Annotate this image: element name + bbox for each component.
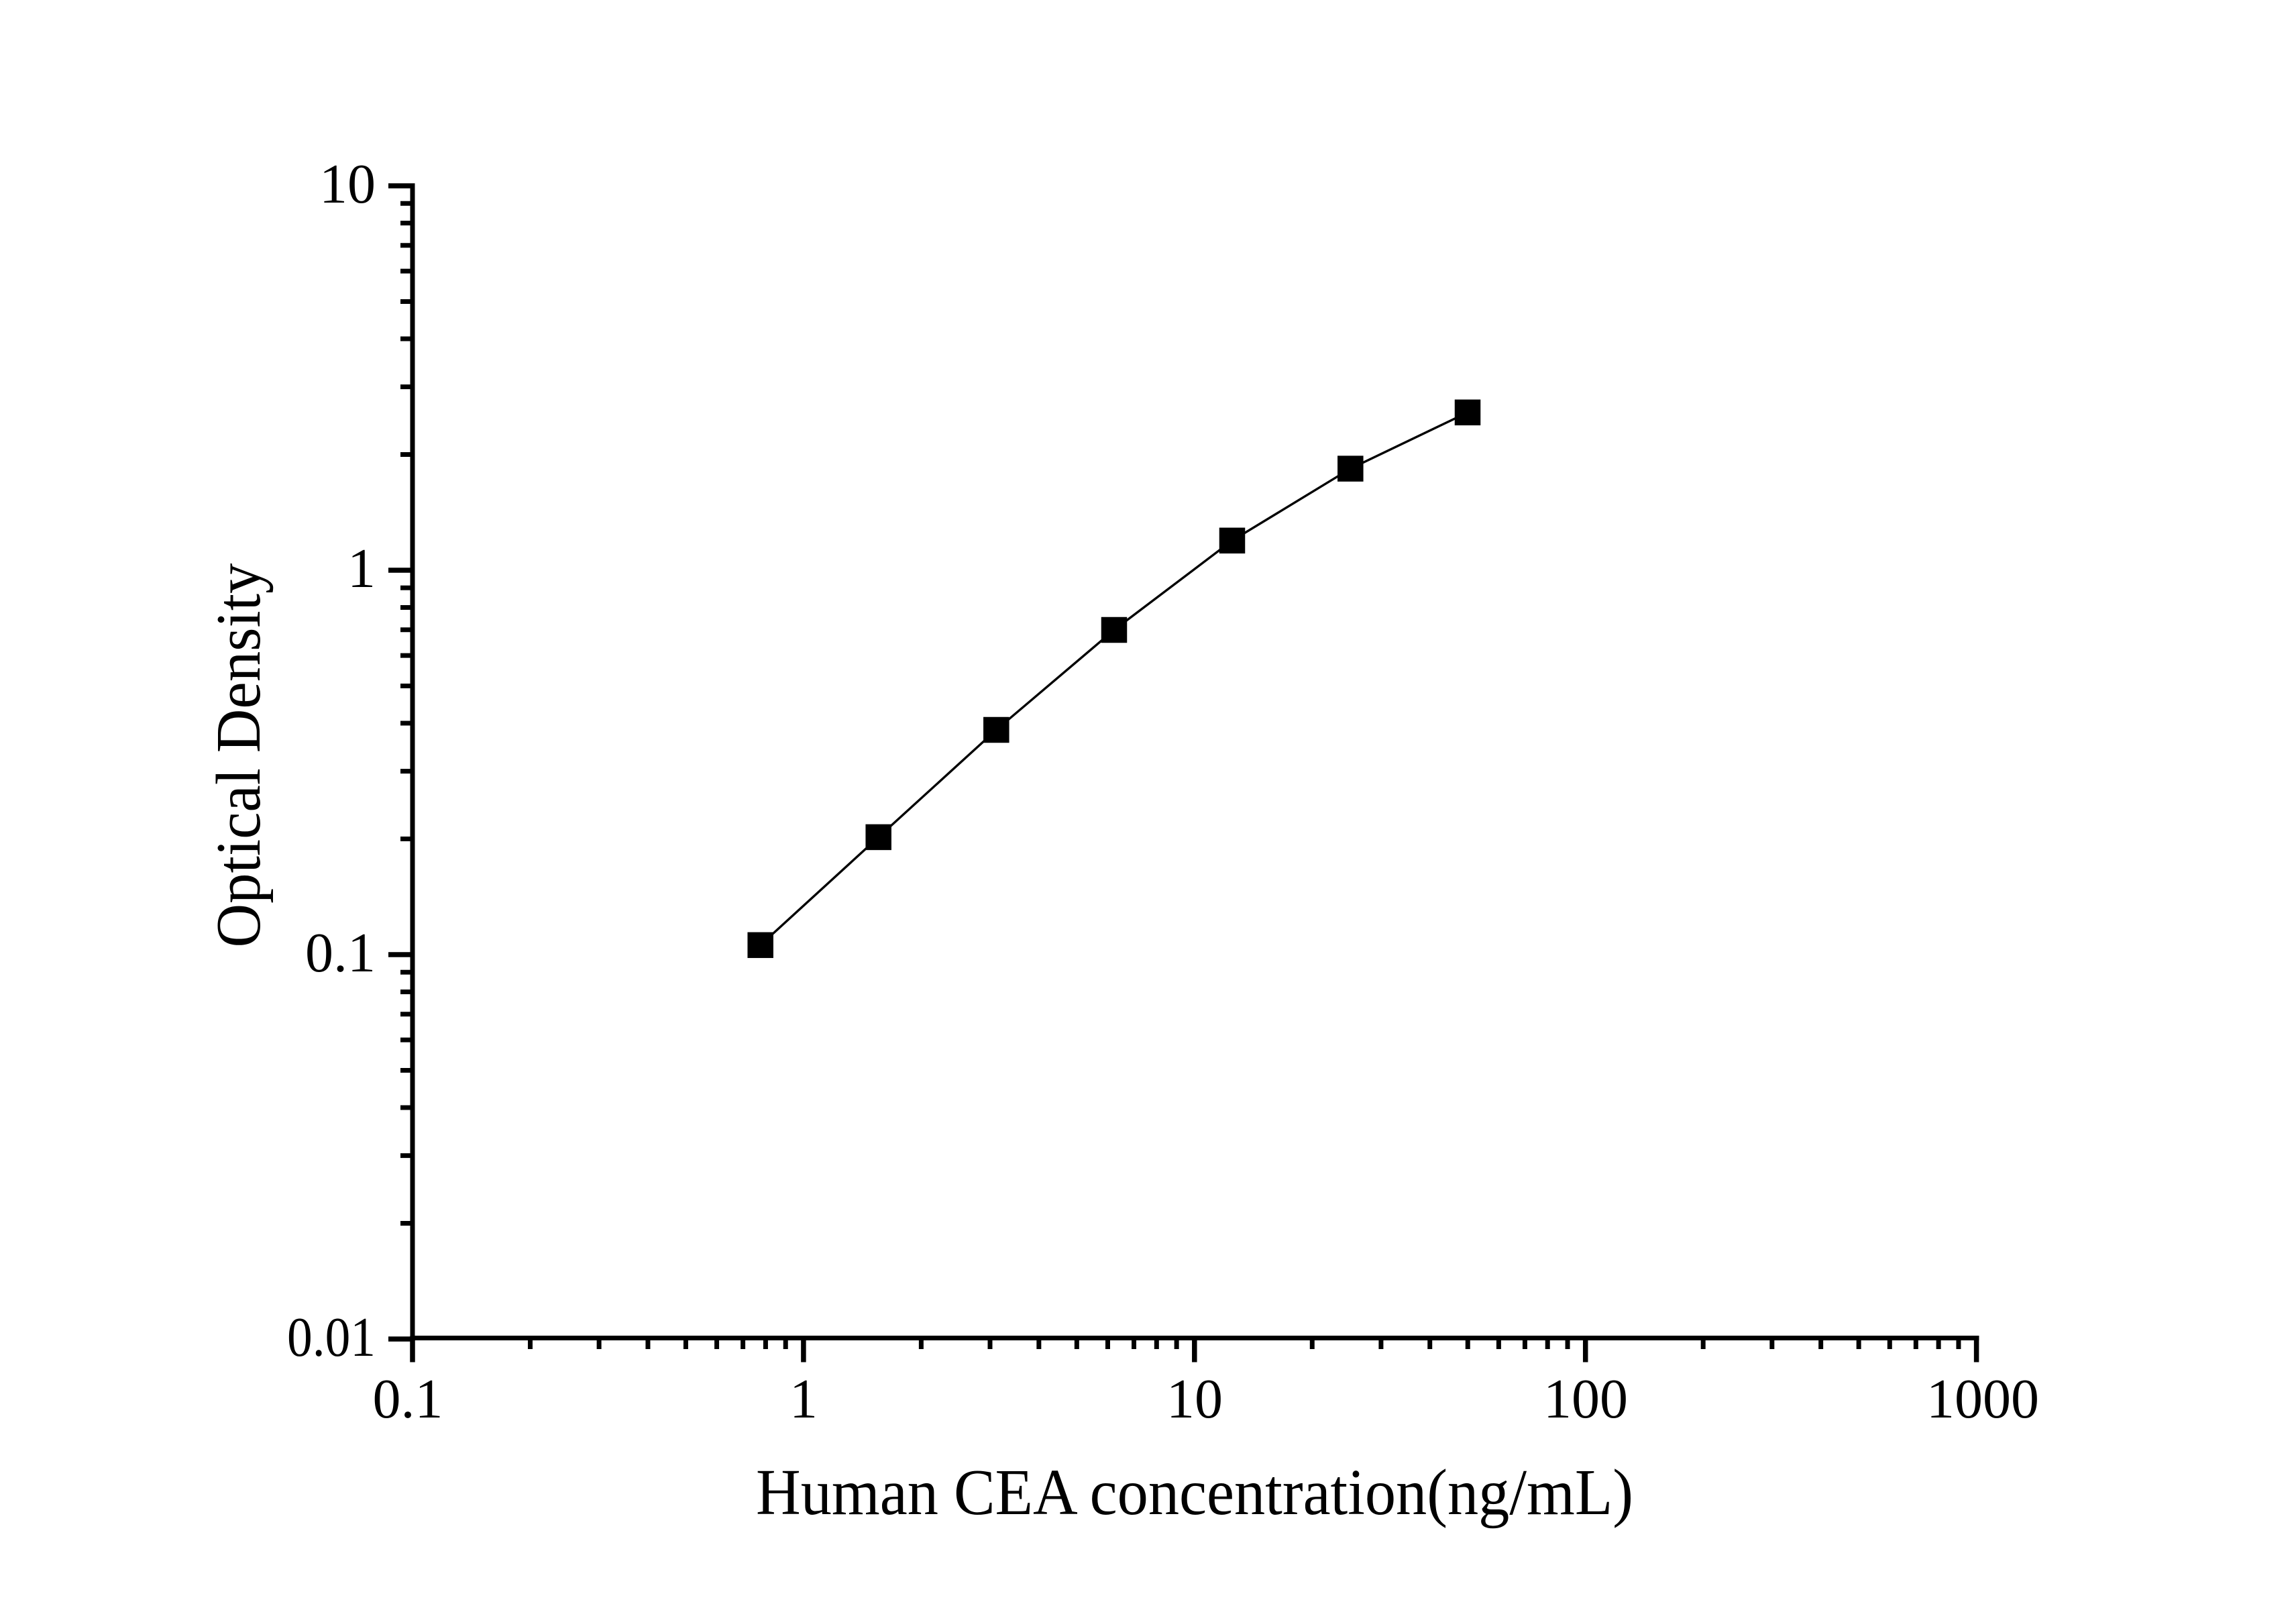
svg-text:1: 1 [347, 537, 376, 600]
svg-text:100: 100 [1543, 1368, 1628, 1430]
svg-text:10: 10 [319, 153, 376, 215]
svg-text:0.1: 0.1 [373, 1368, 443, 1430]
svg-text:10: 10 [1166, 1368, 1223, 1430]
svg-text:0.01: 0.01 [287, 1306, 376, 1369]
svg-text:Optical Density: Optical Density [204, 564, 274, 948]
svg-text:1000: 1000 [1926, 1368, 2039, 1430]
svg-text:0.1: 0.1 [305, 922, 376, 984]
svg-text:Human CEA concentration(ng/mL): Human CEA concentration(ng/mL) [756, 1456, 1633, 1528]
svg-text:1: 1 [789, 1368, 818, 1430]
